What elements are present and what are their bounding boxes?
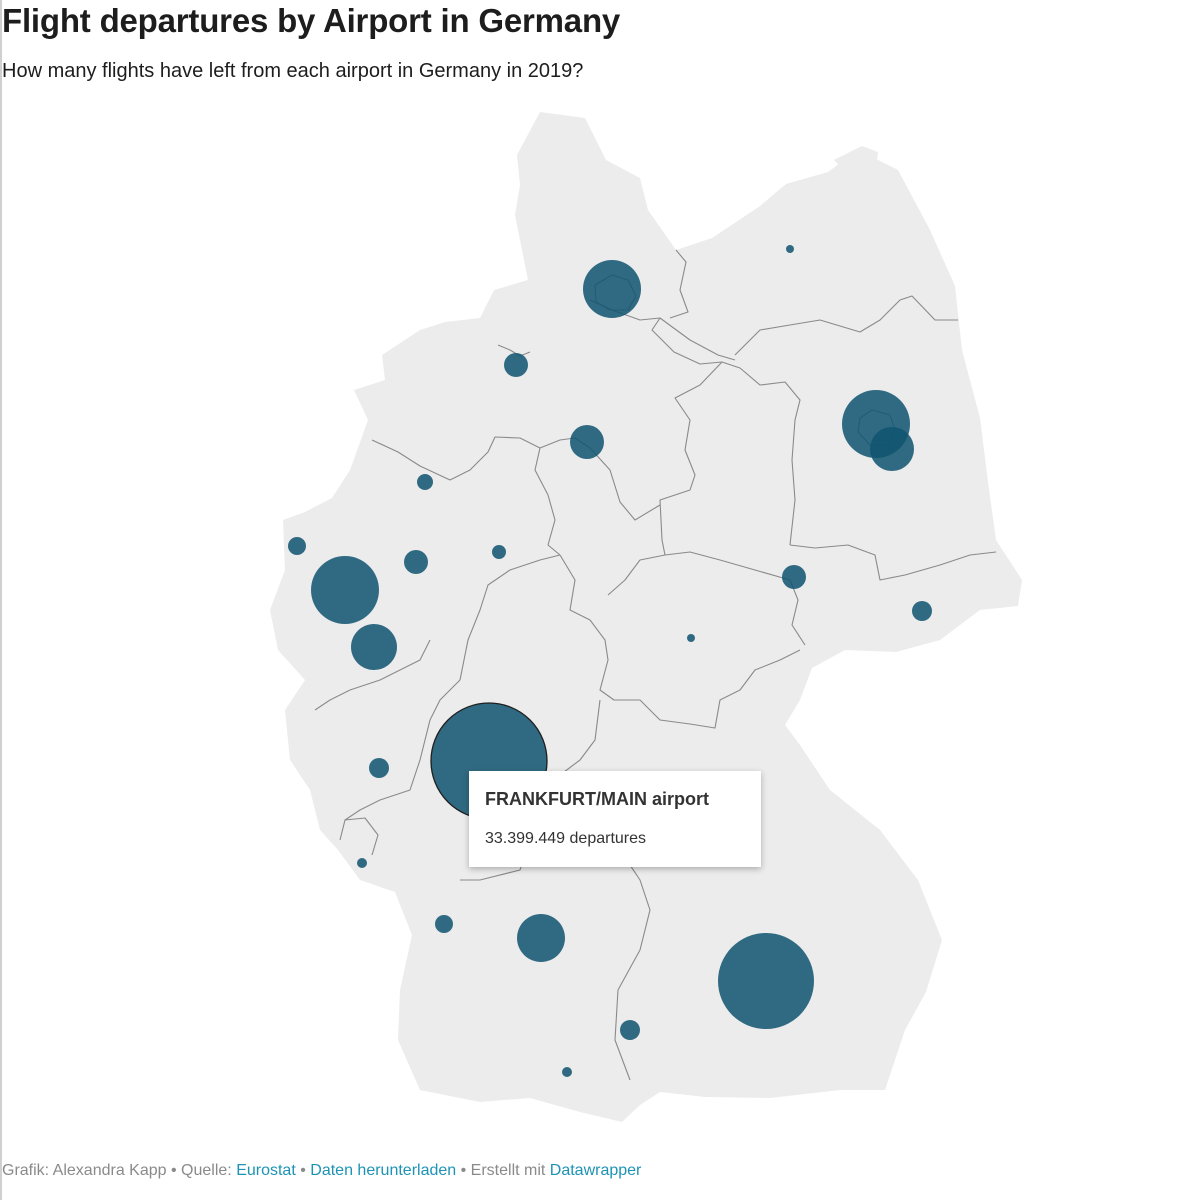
airport-bubble-friedrichshafen[interactable] [562,1067,572,1077]
chart-title: Flight departures by Airport in Germany [2,2,621,39]
footer-separator: • Quelle: [166,1162,237,1179]
country-shape [270,112,1022,1122]
airport-bubble-saarbruecken[interactable] [357,858,367,868]
airport-bubble-dortmund[interactable] [404,550,428,574]
airport-bubble-hahn[interactable] [369,758,389,778]
airport-bubble-berlin-schoenefeld[interactable] [870,427,914,471]
airport-bubble-muenchen[interactable] [718,933,814,1029]
footer-separator: • Erstellt mit [456,1162,550,1179]
left-edge-line [0,0,2,1200]
airport-bubble-stuttgart[interactable] [517,914,565,962]
airport-bubble-dresden[interactable] [912,601,932,621]
airport-bubble-muenster-osnabrueck[interactable] [417,474,433,490]
airport-bubble-memmingen[interactable] [620,1020,640,1040]
airport-tooltip: FRANKFURT/MAIN airport 33.399.449 depart… [469,771,761,867]
chart-subtitle: How many flights have left from each air… [2,60,584,82]
airport-bubbles [288,245,932,1077]
airport-bubble-bremen[interactable] [504,353,528,377]
airport-bubble-erfurt[interactable] [687,634,695,642]
airport-bubble-koeln-bonn[interactable] [351,624,397,670]
tooltip-departures-value: 33.399.449 departures [485,830,647,847]
airport-bubble-weeze[interactable] [288,537,306,555]
airport-bubble-paderborn[interactable] [492,545,506,559]
airport-bubble-karlsruhe-baden[interactable] [435,915,453,933]
footer-credit: Grafik: Alexandra Kapp [2,1162,167,1179]
tooltip-airport-name: FRANKFURT/MAIN airport [485,789,709,809]
footer-credits: Grafik: Alexandra Kapp • Quelle: Eurosta… [2,1162,641,1180]
footer-separator: • [295,1162,311,1179]
airport-bubble-duesseldorf[interactable] [311,556,379,624]
download-data-link[interactable]: Daten herunterladen [310,1162,457,1179]
airport-bubble-hamburg[interactable] [583,260,641,318]
airport-bubble-hannover[interactable] [570,425,604,459]
airport-bubble-leipzig-halle[interactable] [782,565,806,589]
airport-bubble-rostock[interactable] [786,245,794,253]
datawrapper-link[interactable]: Datawrapper [549,1162,642,1179]
source-link[interactable]: Eurostat [236,1162,296,1179]
